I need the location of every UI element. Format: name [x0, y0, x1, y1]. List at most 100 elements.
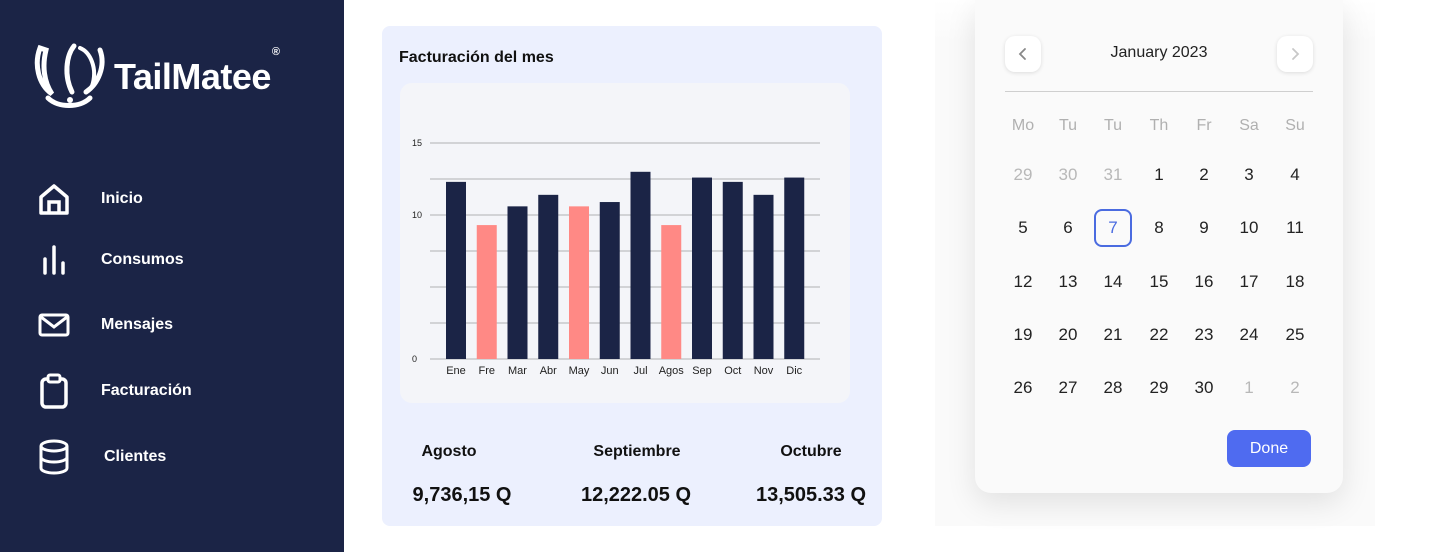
x-tick-label: Agos: [659, 365, 685, 377]
bar-chart-icon: [36, 242, 72, 278]
summary-value-agosto: 9,736,15 Q: [412, 484, 512, 506]
calendar-day[interactable]: 30: [1058, 165, 1078, 184]
calendar-day[interactable]: 31: [1103, 165, 1123, 184]
bar-sep: [692, 177, 712, 359]
calendar-day[interactable]: 4: [1290, 165, 1300, 184]
calendar-day[interactable]: 27: [1058, 378, 1078, 397]
done-button[interactable]: Done: [1227, 430, 1311, 467]
prev-month-button[interactable]: [1005, 36, 1041, 72]
bar-nov: [753, 194, 774, 359]
calendar-day[interactable]: 26: [1013, 378, 1033, 397]
bar-oct: [722, 181, 743, 359]
billing-title: Facturación del mes: [399, 49, 554, 66]
sidebar-item-inicio[interactable]: Inicio: [36, 181, 143, 217]
calendar-day[interactable]: 22: [1149, 325, 1169, 344]
y-tick-label: 0: [412, 354, 417, 364]
calendar-day[interactable]: 20: [1058, 325, 1078, 344]
sidebar-item-facturacion[interactable]: Facturación: [36, 373, 192, 409]
calendar-day[interactable]: 11: [1286, 218, 1304, 237]
weekday-label: Fr: [1196, 117, 1212, 134]
sidebar-item-consumos[interactable]: Consumos: [36, 242, 184, 278]
x-tick-label: Dic: [786, 365, 802, 377]
summary-label-agosto: Agosto: [421, 443, 477, 460]
calendar-day[interactable]: 29: [1013, 165, 1033, 184]
calendar-day[interactable]: 2: [1199, 165, 1209, 184]
calendar-day[interactable]: 1: [1154, 165, 1164, 184]
summary-label-septiembre: Septiembre: [593, 443, 681, 460]
calendar-day[interactable]: 5: [1018, 218, 1028, 237]
y-tick-label: 10: [412, 210, 422, 220]
calendar-day[interactable]: 21: [1103, 325, 1123, 344]
billing-panel: Facturación del mes 0 10 15 Ene Fre Mar Abr May…: [382, 26, 882, 526]
next-month-button[interactable]: [1277, 36, 1313, 72]
sidebar: TailMatee® Inicio Consumos Mensajes Fact…: [0, 0, 344, 552]
calendar-day[interactable]: 29: [1149, 378, 1169, 397]
x-tick-label: Oct: [724, 365, 741, 377]
chevron-left-icon: [1018, 48, 1026, 60]
calendar-day-selected[interactable]: 7: [1094, 209, 1132, 247]
x-tick-label: Abr: [540, 365, 557, 377]
calendar-day[interactable]: 15: [1149, 272, 1169, 291]
calendar-day[interactable]: 28: [1103, 378, 1123, 397]
x-tick-label: Ene: [446, 365, 466, 377]
x-tick-label: Sep: [692, 365, 712, 377]
bar-mar: [507, 206, 528, 359]
bar-ene: [446, 181, 466, 359]
sidebar-item-label: Facturación: [101, 382, 192, 399]
calendar-day[interactable]: 1: [1244, 378, 1254, 397]
x-tick-label: Mar: [508, 365, 527, 377]
bar-abr: [538, 194, 559, 359]
weekday-label: Tu: [1058, 117, 1078, 134]
sidebar-item-mensajes[interactable]: Mensajes: [36, 307, 173, 343]
weekday-label: Su: [1285, 117, 1305, 134]
calendar-day[interactable]: 12: [1013, 272, 1033, 291]
calendar-day[interactable]: 10: [1239, 218, 1259, 237]
database-icon: [36, 439, 72, 475]
summary-label-octubre: Octubre: [780, 443, 842, 460]
home-icon: [36, 181, 72, 217]
rabbit-logo-icon: [34, 43, 105, 108]
weekday-label: Tu: [1103, 117, 1123, 134]
calendar-day[interactable]: 17: [1239, 272, 1259, 291]
bar-dic: [784, 177, 805, 359]
calendar-day[interactable]: 8: [1154, 218, 1164, 237]
x-tick-label: May: [569, 365, 590, 377]
calendar-month-label: January 2023: [1110, 44, 1208, 61]
calendar-day[interactable]: 30: [1194, 378, 1214, 397]
mail-icon: [36, 307, 72, 343]
bar-agos: [661, 225, 682, 359]
calendar-day[interactable]: 16: [1194, 272, 1214, 291]
summary-value-octubre: 13,505.33 Q: [755, 484, 867, 506]
clipboard-icon: [36, 373, 72, 409]
weekday-label: Mo: [1011, 117, 1035, 134]
x-tick-label: Jun: [601, 365, 619, 377]
x-tick-label: Nov: [754, 365, 774, 377]
sidebar-item-clientes[interactable]: Clientes: [36, 439, 166, 475]
summary-value-septiembre: 12,222.05 Q: [580, 484, 692, 506]
calendar-day[interactable]: 18: [1285, 272, 1305, 291]
sidebar-item-label: Clientes: [104, 448, 167, 465]
x-tick-label: Fre: [479, 365, 496, 377]
calendar-day[interactable]: 9: [1199, 218, 1209, 237]
brand-logo[interactable]: TailMatee®: [34, 42, 280, 112]
calendar-day[interactable]: 2: [1290, 378, 1300, 397]
calendar-day[interactable]: 6: [1063, 218, 1073, 237]
x-tick-label: Jul: [633, 365, 647, 377]
calendar-day[interactable]: 13: [1058, 272, 1078, 291]
billing-chart: 0 10 15 Ene Fre Mar Abr May Jun Jul Agos Sep Oct Nov D…: [412, 138, 820, 377]
sidebar-item-label: Inicio: [101, 190, 143, 207]
bar-fre: [476, 225, 497, 359]
calendar-day[interactable]: 24: [1239, 325, 1259, 344]
sidebar-item-label: Mensajes: [101, 316, 174, 333]
billing-chart-card: 0 10 15 Ene Fre Mar Abr May Jun Jul Agos Sep Oct Nov D…: [400, 83, 850, 403]
calendar-day[interactable]: 14: [1103, 272, 1123, 291]
y-tick-label: 15: [412, 138, 422, 148]
calendar-day[interactable]: 19: [1013, 325, 1033, 344]
calendar-day[interactable]: 25: [1285, 325, 1305, 344]
weekday-label: Th: [1149, 117, 1169, 134]
calendar-day[interactable]: 23: [1194, 325, 1214, 344]
chevron-right-icon: [1292, 48, 1300, 60]
weekday-label: Sa: [1239, 117, 1259, 134]
bar-jun: [599, 202, 620, 359]
calendar-day[interactable]: 3: [1244, 165, 1254, 184]
